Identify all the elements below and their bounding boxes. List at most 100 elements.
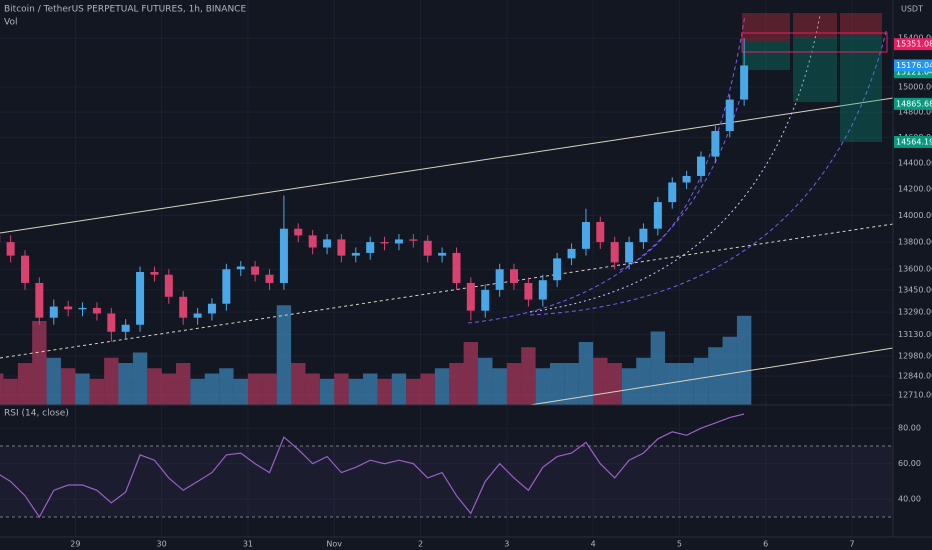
candle-body (6, 242, 15, 256)
trend-line-lower (529, 347, 894, 406)
y-tick-label: 13130.00 (898, 330, 932, 339)
candle-body (207, 303, 216, 314)
candle-body (49, 306, 58, 318)
position-profit (742, 42, 790, 70)
volume-bar (593, 357, 608, 405)
x-tick-label: 2 (418, 540, 423, 549)
price-label: 15121.04 (896, 68, 932, 77)
chart-title: Bitcoin / TetherUS PERPETUAL FUTURES, 1h… (4, 5, 246, 15)
y-tick-label: 12840.00 (898, 372, 932, 381)
volume-bar (89, 378, 105, 405)
candle-body (351, 252, 360, 256)
candle-body (308, 235, 317, 248)
position-loss (840, 13, 882, 35)
y-tick-label: 12710.00 (898, 391, 932, 400)
candle-body (294, 228, 303, 236)
rsi-line (0, 413, 745, 519)
volume-bar (434, 368, 450, 405)
volume-bar (3, 378, 18, 405)
position-loss (742, 13, 790, 42)
candle-body (553, 258, 562, 281)
x-tick-label: 29 (70, 540, 80, 549)
candle-body (509, 269, 518, 283)
volume-bar (506, 363, 522, 405)
volume-bar (722, 336, 737, 405)
highlight-box (741, 32, 888, 53)
candle-body (725, 99, 734, 132)
candle-body (236, 266, 245, 270)
candle-body (279, 228, 288, 283)
candle-body (711, 131, 720, 157)
trend-line (0, 97, 894, 234)
volume-bar (463, 342, 479, 405)
rsi-label: RSI (14, close) (4, 409, 69, 419)
volume-bar (348, 378, 364, 405)
volume-bar (0, 373, 4, 405)
candle-body (423, 240, 432, 256)
volume-bar (578, 342, 594, 405)
candle-body (35, 282, 44, 318)
candle-body (682, 175, 691, 183)
y-tick-label: 13450.00 (898, 285, 932, 294)
candle-body (222, 269, 231, 304)
candle-body (596, 222, 605, 243)
volume-bar (118, 363, 133, 405)
position-profit (840, 35, 882, 142)
price-label: 14564.19 (896, 137, 932, 146)
fib-arc (529, 14, 821, 313)
y-tick-label: 60.00 (898, 459, 921, 468)
candle-body (610, 242, 619, 263)
axes: 29 30 31 Nov 2 3 4 5 6 7 12710.00 12840.00 12980.00 1… (70, 34, 932, 549)
candle-body (64, 306, 73, 310)
candle-body (466, 282, 475, 311)
price-axis (893, 0, 932, 550)
candle-body (92, 307, 101, 314)
volume-bar (176, 363, 191, 405)
drawings (0, 13, 894, 406)
y-tick-label: 14000.00 (898, 211, 932, 220)
volume-bar (492, 368, 507, 405)
candle-body (567, 248, 576, 259)
volume-bar (363, 373, 378, 405)
candle-body (121, 324, 130, 332)
x-tick-label: 3 (504, 540, 509, 549)
candle-body (394, 239, 403, 244)
volume-bar (233, 378, 248, 405)
candle-body (164, 274, 173, 297)
volume-bar (319, 378, 335, 405)
y-tick-label: 80.00 (898, 424, 921, 433)
price-label-box (894, 59, 932, 72)
candle-body (251, 266, 260, 275)
fib-arc (467, 79, 746, 324)
y-tick-label: 15000.00 (898, 83, 932, 92)
x-tick-label: 5 (677, 540, 682, 549)
candle-body (366, 242, 375, 253)
price-label-box (894, 97, 932, 110)
rsi-pane (0, 413, 745, 519)
volume-bar (391, 373, 407, 405)
price-label-box (894, 38, 932, 51)
candle-body (481, 289, 490, 311)
candle-body (78, 307, 87, 310)
volume-bar (262, 373, 277, 405)
volume-bar (17, 363, 33, 405)
candle-body (136, 271, 145, 325)
volume-bar (291, 363, 306, 405)
volume-bar (535, 368, 551, 405)
currency-label: USDT (901, 5, 923, 14)
y-tick-label: 13290.00 (898, 308, 932, 317)
y-tick-label: 40.00 (898, 495, 921, 504)
y-tick-label: 13600.00 (898, 265, 932, 274)
volume-bar (665, 363, 680, 405)
price-label: 15351.08 (896, 40, 932, 49)
price-label: 15176.04 (896, 61, 932, 70)
volume-bar (406, 378, 421, 405)
rsi-band-fill (0, 446, 893, 517)
volume-bar (449, 363, 464, 405)
price-label: 14865.68 (896, 99, 932, 108)
volume-bar (377, 378, 392, 405)
candle-body (581, 222, 590, 249)
volume-bar (75, 373, 90, 405)
volume-bar (607, 363, 622, 405)
